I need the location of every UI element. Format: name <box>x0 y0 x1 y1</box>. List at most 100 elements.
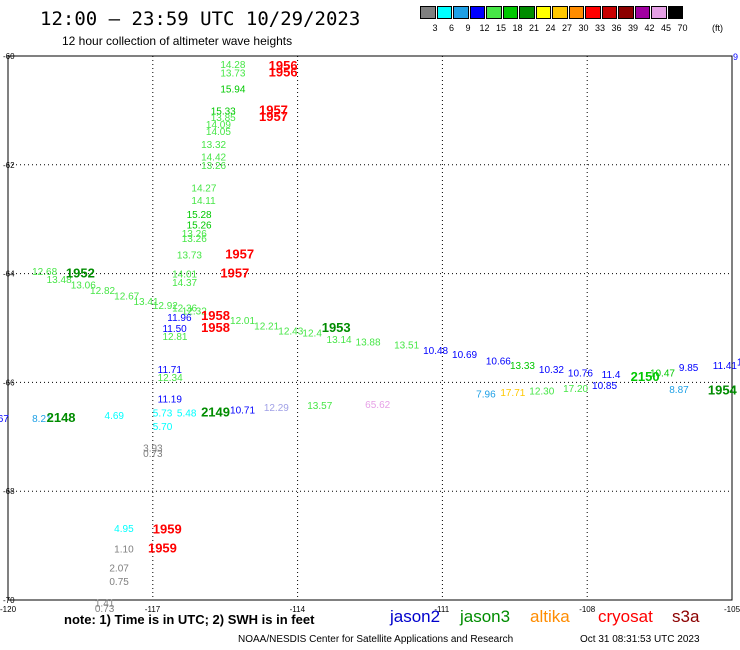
pass-time-label: 2148 <box>47 410 76 425</box>
wave-height-label: 13.41 <box>133 297 158 308</box>
legend-label: 9 <box>465 23 471 33</box>
wave-height-label: 0.73 <box>95 604 115 615</box>
legend-label: 27 <box>561 23 572 33</box>
wave-height-label: 11.07 <box>737 358 740 369</box>
satellite-s3a: s3a <box>672 607 700 626</box>
wave-height-label: 10.69 <box>452 350 477 361</box>
lon-label: -108 <box>579 605 596 614</box>
wave-height-label: 14.01 <box>172 270 197 281</box>
wave-height-label: 14.05 <box>206 127 231 138</box>
wave-height-label: 8.21 <box>32 414 52 425</box>
legend-label: 15 <box>495 23 506 33</box>
legend-label: 33 <box>594 23 605 33</box>
wave-height-label: 13.85 <box>211 113 236 124</box>
legend-swatch <box>535 6 551 19</box>
lat-label: -68 <box>3 487 15 496</box>
wave-height-label: 15.26 <box>187 221 212 232</box>
wave-height-label: 13.26 <box>201 161 226 172</box>
satellite-cryosat: cryosat <box>598 607 653 626</box>
pass-time-label: 1957 <box>220 266 249 281</box>
legend-swatch <box>552 6 568 19</box>
wave-height-label: 9.85 <box>679 363 699 374</box>
legend-swatch <box>618 6 634 19</box>
pass-time-label: 1957 <box>225 247 254 262</box>
wave-height-label: 7.96 <box>476 389 496 400</box>
wave-height-label: 12.32 <box>182 307 207 318</box>
wave-height-label: 1.10 <box>114 544 134 555</box>
wave-height-label: 11.71 <box>158 365 183 376</box>
wave-height-label: 5.48 <box>177 408 197 419</box>
legend-label: 12 <box>479 23 490 33</box>
wave-height-label: 13.06 <box>71 280 96 291</box>
wave-height-label: 13.51 <box>394 340 419 351</box>
legend-swatch <box>585 6 601 19</box>
wave-height-label: 10.32 <box>539 365 564 376</box>
wave-height-label: 1.41 <box>95 599 115 610</box>
legend-label: 3 <box>432 23 438 33</box>
wave-height-label: 12.29 <box>264 403 289 414</box>
pass-time-label: 1959 <box>148 540 177 555</box>
legend-swatch <box>667 6 683 19</box>
satellite-altika: altika <box>530 607 570 626</box>
pass-time-label: 1956 <box>269 58 298 73</box>
wave-height-label: 10.85 <box>592 381 617 392</box>
wave-height-label: 13.32 <box>201 140 226 151</box>
legend-label: 24 <box>545 23 556 33</box>
legend-swatch <box>519 6 535 19</box>
legend-label: 39 <box>627 23 638 33</box>
wave-height-label: 13.26 <box>182 234 207 245</box>
wave-height-label: 12.21 <box>254 321 279 332</box>
legend-label: 42 <box>644 23 655 33</box>
lon-label: -117 <box>145 605 161 614</box>
legend-label: 6 <box>448 23 454 33</box>
wave-height-label: 17.71 <box>500 388 525 399</box>
legend-swatch <box>453 6 469 19</box>
pass-time-label: 1958 <box>201 308 230 323</box>
wave-height-label: 10.71 <box>230 406 255 417</box>
wave-height-label: 14.28 <box>220 60 245 71</box>
wave-height-label: 15.33 <box>211 106 236 117</box>
page-subtitle: 12 hour collection of altimeter wave hei… <box>62 34 293 48</box>
wave-height-label: 2.07 <box>109 563 129 574</box>
legend-swatch <box>420 6 436 19</box>
wave-height-label: 12.36 <box>172 303 197 314</box>
legend-label: 18 <box>512 23 523 33</box>
wave-height-label: 11.19 <box>158 395 183 406</box>
wave-height-label: 14.42 <box>201 153 226 164</box>
pass-time-label: 1952 <box>66 266 95 281</box>
legend-unit: (ft) <box>712 23 723 33</box>
legend-swatch <box>601 6 617 19</box>
lat-label: -64 <box>3 270 15 279</box>
wave-height-label: 12.01 <box>230 316 255 327</box>
pass-time-label: 2149 <box>201 404 230 419</box>
lon-label: -111 <box>434 605 449 614</box>
wave-height-label: 13.57 <box>307 401 332 412</box>
wave-height-label: 13.26 <box>182 229 207 240</box>
wave-height-label: 13.73 <box>220 68 245 79</box>
units-note: note: 1) Time is in UTC; 2) SWH is in fe… <box>64 612 315 627</box>
pass-time-label: 1958 <box>201 320 230 335</box>
legend-swatch <box>486 6 502 19</box>
pass-time-label: 1954 <box>708 383 738 398</box>
legend-swatch <box>502 6 518 19</box>
footer-timestamp: Oct 31 08:31:53 UTC 2023 <box>580 634 700 645</box>
wave-height-label: 4.95 <box>114 524 134 535</box>
wave-height-label: 11.41 <box>713 361 738 372</box>
wave-height-label: 10.76 <box>568 369 593 380</box>
wave-height-label: 3.93 <box>143 444 163 455</box>
map-frame <box>7 55 733 601</box>
pass-time-label: 2150 <box>631 369 660 384</box>
pass-time-label: 1957 <box>259 102 288 117</box>
lon-label: -120 <box>0 605 17 614</box>
wave-height-label: 15.28 <box>187 210 212 221</box>
wave-height-label: 10.66 <box>486 357 511 368</box>
lon-label: -105 <box>724 605 740 614</box>
satellite-jason2: jason2 <box>390 607 441 626</box>
wave-height-label: 0.73 <box>143 449 163 460</box>
page-title: 12:00 – 23:59 UTC 10/29/2023 <box>40 8 361 30</box>
lat-label: -60 <box>3 52 15 61</box>
lat-label: -62 <box>3 161 15 170</box>
wave-height-label: 13.14 <box>327 335 352 346</box>
wave-height-label: 10.47 <box>650 369 675 380</box>
